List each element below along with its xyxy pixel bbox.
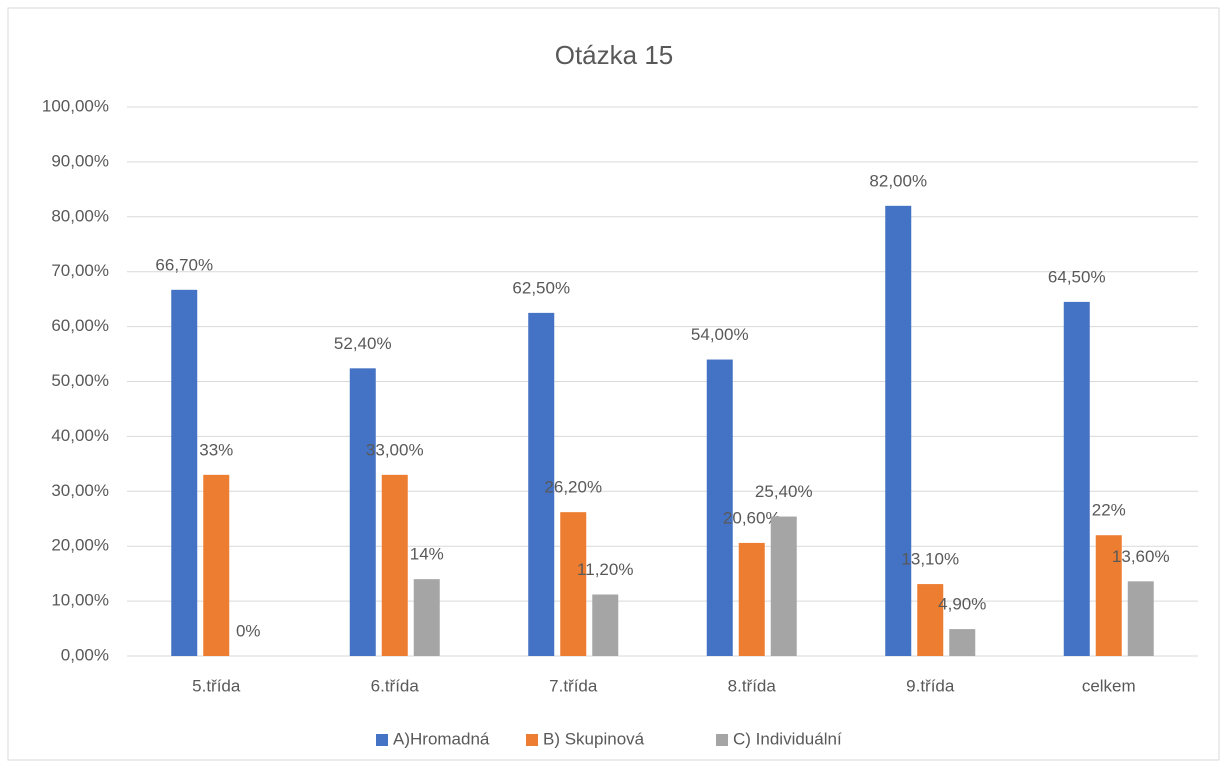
legend-swatch bbox=[716, 734, 728, 746]
data-label: 25,40% bbox=[755, 482, 813, 501]
legend-swatch bbox=[376, 734, 388, 746]
bar bbox=[1095, 535, 1122, 656]
bar bbox=[528, 312, 555, 656]
data-label: 13,60% bbox=[1112, 547, 1170, 566]
x-tick-label: 5.třída bbox=[192, 676, 241, 695]
data-label: 4,90% bbox=[938, 595, 986, 614]
data-label: 82,00% bbox=[869, 171, 927, 190]
bar bbox=[381, 474, 408, 656]
chart-title: Otázka 15 bbox=[555, 40, 674, 70]
y-tick-label: 30,00% bbox=[51, 481, 109, 500]
data-label: 22% bbox=[1092, 501, 1126, 520]
y-tick-label: 60,00% bbox=[51, 316, 109, 335]
x-tick-label: 9.třída bbox=[906, 676, 955, 695]
data-label: 20,60% bbox=[723, 508, 781, 527]
x-tick-label: 6.třída bbox=[371, 676, 420, 695]
data-label: 62,50% bbox=[512, 278, 570, 297]
y-tick-label: 0,00% bbox=[61, 645, 109, 664]
y-tick-label: 20,00% bbox=[51, 536, 109, 555]
data-label: 54,00% bbox=[691, 325, 749, 344]
bar bbox=[770, 516, 797, 656]
bar bbox=[171, 289, 198, 656]
bar bbox=[349, 368, 376, 656]
bar bbox=[560, 512, 587, 656]
data-label: 26,20% bbox=[544, 478, 602, 497]
bar bbox=[592, 594, 619, 656]
y-tick-label: 70,00% bbox=[51, 261, 109, 280]
bar bbox=[706, 359, 733, 656]
x-tick-label: 7.třída bbox=[549, 676, 598, 695]
data-label: 33,00% bbox=[366, 440, 424, 459]
bar bbox=[917, 584, 944, 656]
bar bbox=[1063, 301, 1090, 656]
bar bbox=[413, 579, 440, 656]
data-label: 14% bbox=[410, 545, 444, 564]
x-tick-label: 8.třída bbox=[728, 676, 777, 695]
y-tick-label: 50,00% bbox=[51, 371, 109, 390]
bar bbox=[885, 205, 912, 656]
x-tick-label: celkem bbox=[1082, 676, 1136, 695]
legend-label: B) Skupinová bbox=[543, 729, 645, 748]
data-label: 33% bbox=[199, 440, 233, 459]
bar bbox=[949, 629, 976, 656]
legend-swatch bbox=[526, 734, 538, 746]
y-tick-label: 100,00% bbox=[42, 96, 109, 115]
legend-label: A)Hromadná bbox=[393, 729, 490, 748]
y-tick-label: 90,00% bbox=[51, 151, 109, 170]
y-tick-label: 40,00% bbox=[51, 426, 109, 445]
data-label: 0% bbox=[236, 621, 261, 640]
bar bbox=[1127, 581, 1154, 656]
data-label: 13,10% bbox=[901, 550, 959, 569]
y-tick-label: 80,00% bbox=[51, 206, 109, 225]
legend-label: C) Individuální bbox=[733, 729, 842, 748]
bar bbox=[203, 474, 230, 656]
data-label: 66,70% bbox=[155, 255, 213, 274]
data-label: 64,50% bbox=[1048, 267, 1106, 286]
bar bbox=[738, 542, 765, 656]
data-label: 11,20% bbox=[577, 560, 633, 579]
data-label: 52,40% bbox=[334, 334, 392, 353]
y-tick-label: 10,00% bbox=[51, 591, 109, 610]
